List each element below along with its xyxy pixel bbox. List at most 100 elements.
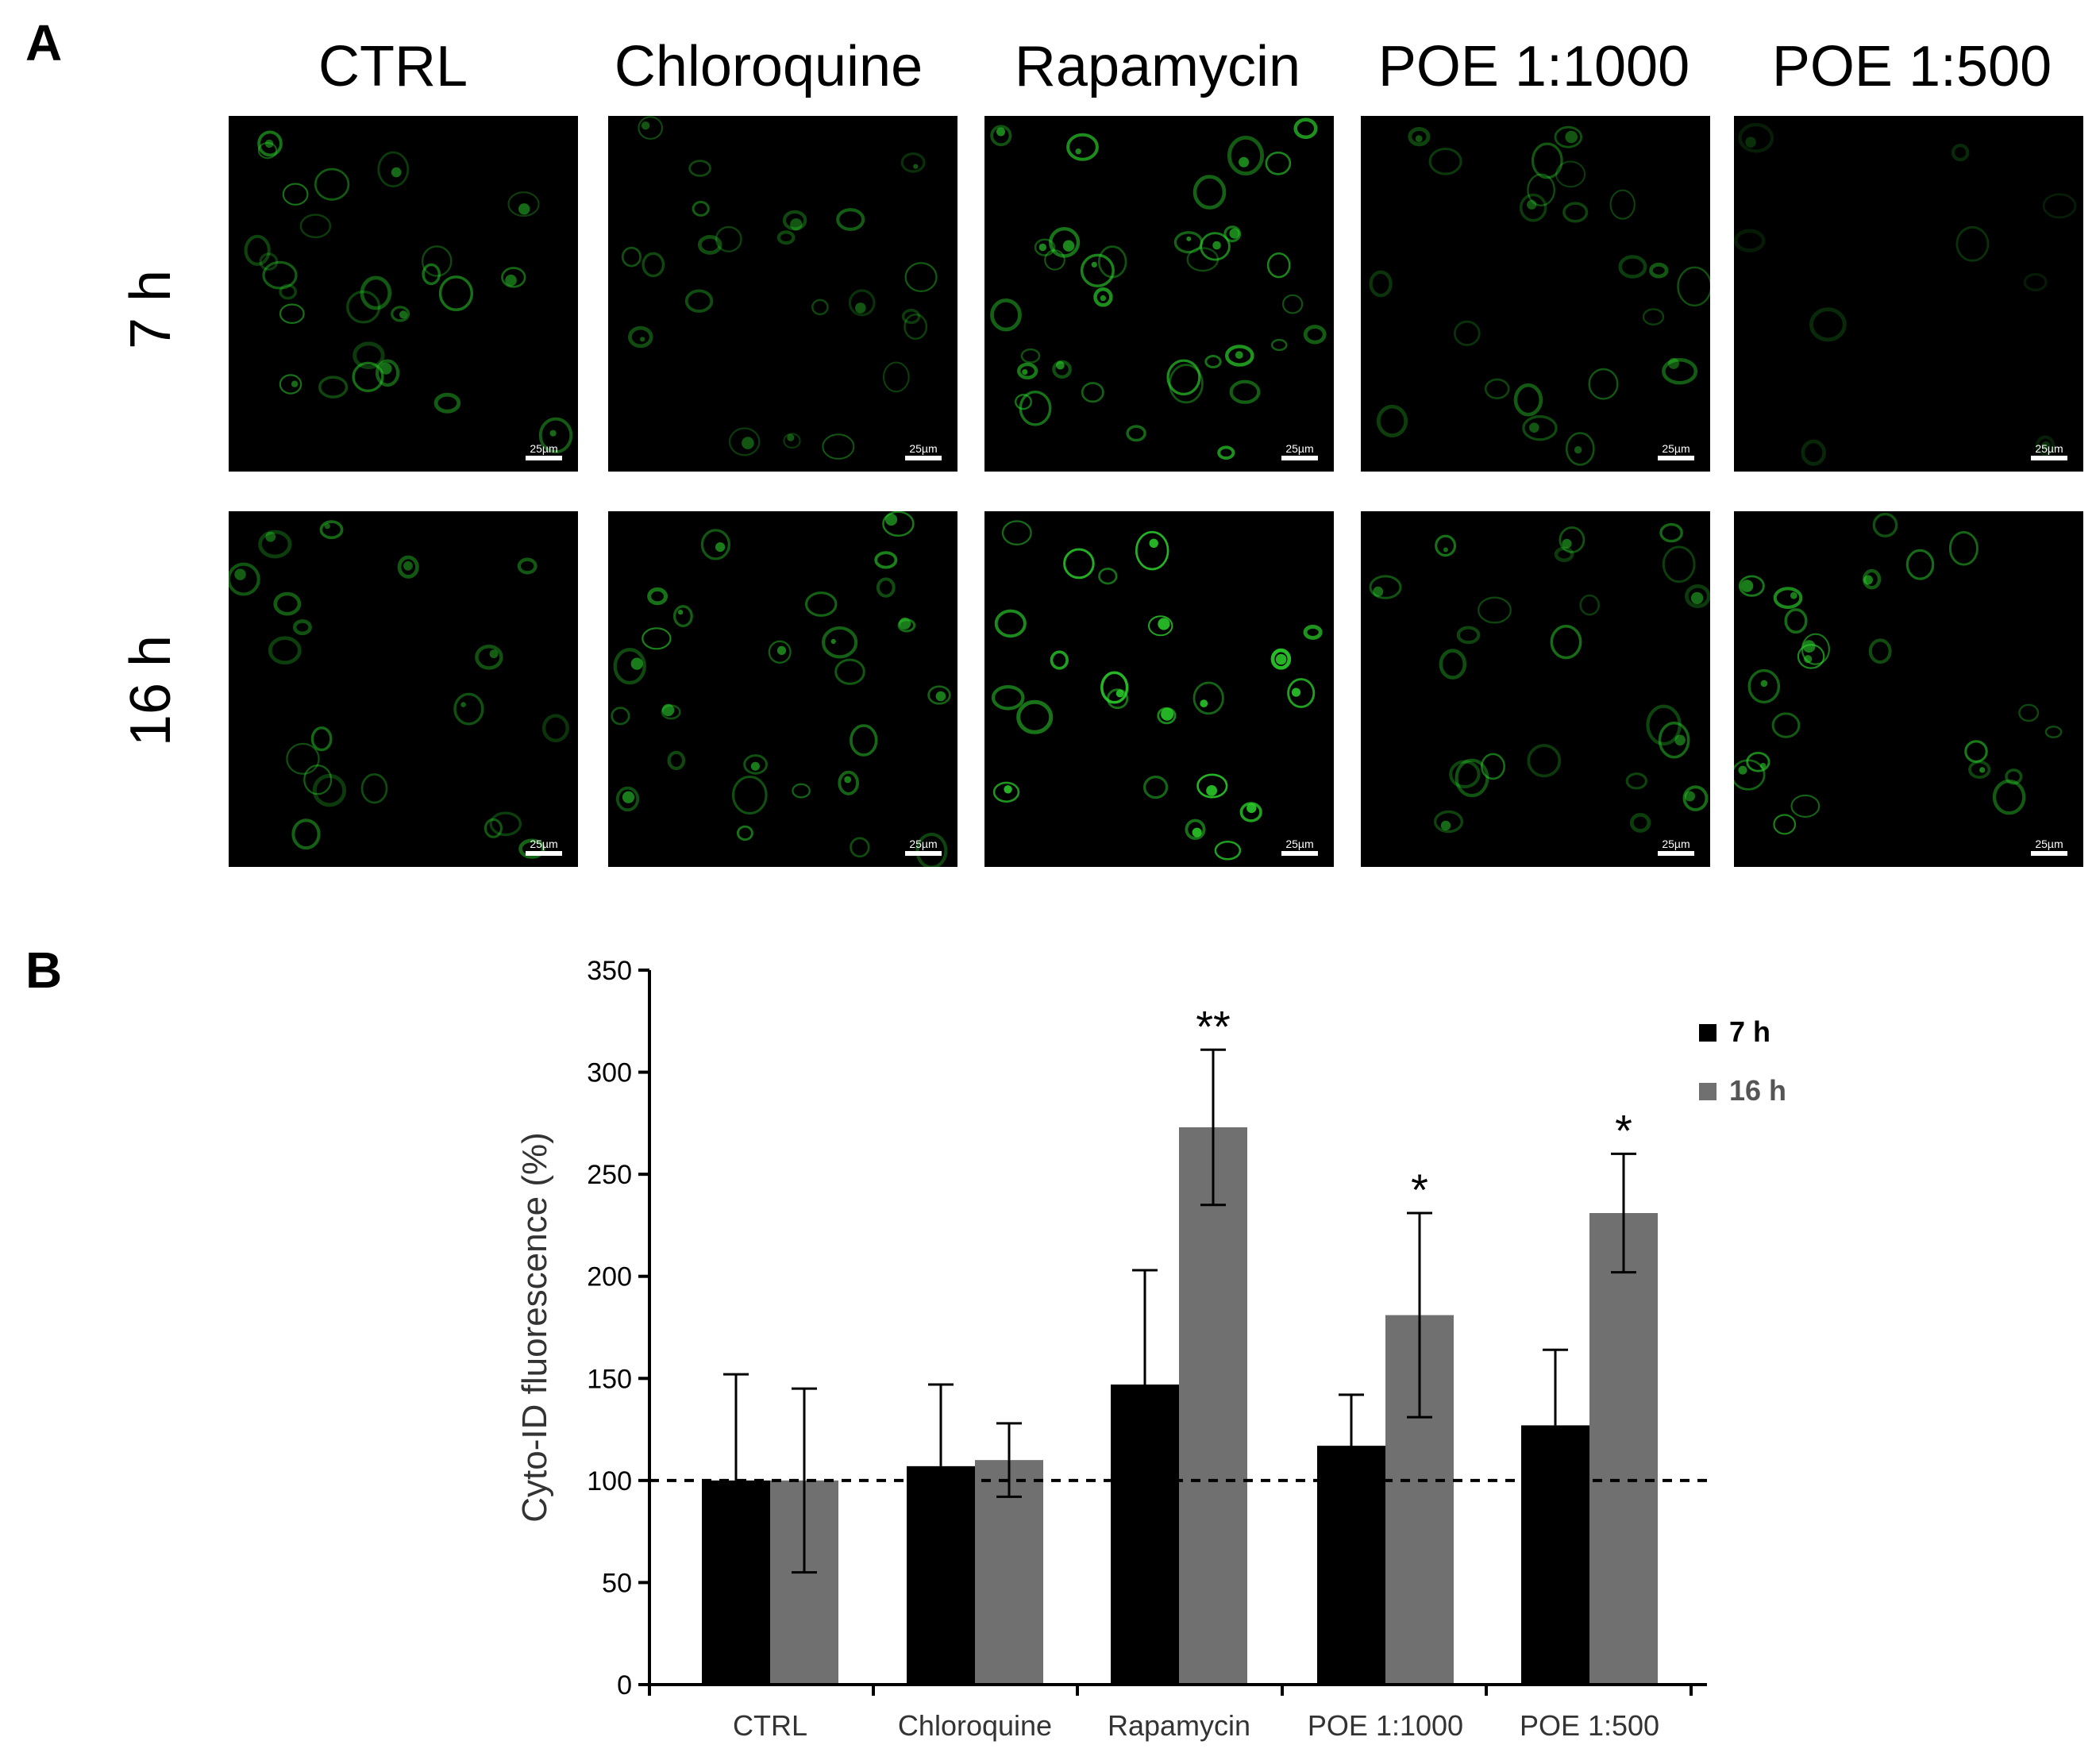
cell: [915, 832, 948, 867]
cell: [1527, 744, 1562, 778]
puncta: [1668, 357, 1679, 369]
puncta: [1038, 243, 1046, 252]
puncta: [715, 542, 726, 553]
cell: [2023, 272, 2048, 291]
cell: [501, 267, 526, 288]
micrograph-image: 25µm: [229, 511, 578, 867]
puncta: [661, 703, 675, 717]
cell: [1682, 785, 1709, 811]
puncta: [1802, 640, 1816, 653]
cell: [1662, 357, 1698, 385]
puncta: [265, 531, 276, 542]
cell: [1428, 147, 1462, 175]
cell: [1192, 681, 1224, 715]
scale-bar: 25µm: [526, 443, 562, 460]
cell: [1200, 232, 1231, 261]
cell: [850, 724, 878, 757]
cell: [822, 626, 858, 659]
cell: [1217, 445, 1235, 460]
puncta: [1149, 538, 1158, 548]
puncta: [855, 302, 866, 314]
scale-bar: 25µm: [526, 838, 562, 856]
cell: [627, 325, 653, 349]
scale-bar-line: [2031, 456, 2067, 460]
cell: [377, 151, 410, 188]
micrograph-image: 25µm: [984, 116, 1334, 472]
puncta: [1115, 689, 1124, 698]
cell: [279, 303, 305, 324]
scale-bar-line: [1658, 456, 1694, 460]
legend-label: 16 h: [1729, 1074, 1786, 1107]
micrograph-image: 25µm: [1734, 116, 2083, 472]
cell: [2042, 193, 2077, 219]
cell: [258, 530, 292, 559]
cell: [518, 838, 545, 859]
x-tick-label: Chloroquine: [898, 1709, 1052, 1742]
cell: [836, 208, 865, 231]
bar-16h: [1179, 1127, 1247, 1685]
cell: [1098, 568, 1118, 585]
micrograph-image: 25µm: [984, 511, 1334, 867]
puncta: [1291, 687, 1301, 697]
cell: [299, 214, 332, 239]
cell: [1872, 512, 1898, 537]
cell: [279, 283, 298, 300]
cell: [244, 234, 271, 266]
cell: [484, 818, 503, 838]
cell: [1148, 615, 1173, 637]
cell: [1270, 648, 1292, 670]
cell: [1484, 378, 1510, 399]
cell: [1050, 650, 1069, 670]
puncta: [1100, 295, 1107, 302]
cell: [517, 557, 537, 575]
cell: [268, 636, 302, 665]
cell: [684, 289, 714, 313]
puncta: [1075, 148, 1081, 155]
cell: [1135, 530, 1169, 571]
puncta: [1529, 422, 1539, 433]
puncta: [742, 437, 754, 449]
puncta: [1158, 618, 1170, 630]
cell: [1771, 712, 1801, 738]
cell: [453, 692, 484, 726]
puncta: [1415, 135, 1423, 143]
cell: [811, 298, 829, 316]
cell: [1746, 751, 1770, 772]
cell: [728, 427, 761, 456]
cell: [1609, 189, 1636, 220]
cell: [2044, 726, 2063, 738]
cell: [1282, 294, 1304, 314]
cell: [541, 714, 569, 743]
cell: [715, 225, 742, 252]
cell: [1629, 812, 1651, 833]
cell: [257, 130, 283, 157]
cell: [352, 361, 384, 392]
puncta: [630, 657, 643, 670]
cell: [421, 245, 453, 277]
puncta: [750, 761, 760, 771]
cell: [1016, 362, 1038, 379]
cell: [1519, 193, 1547, 222]
cell: [692, 201, 710, 217]
column-title: Rapamycin: [1014, 35, 1301, 98]
cell: [1080, 253, 1115, 287]
puncta: [1674, 734, 1686, 746]
cell: [1369, 270, 1393, 298]
puncta: [1565, 130, 1578, 144]
puncta: [1440, 820, 1451, 831]
puncta: [913, 164, 919, 169]
cell: [2018, 703, 2040, 722]
cell: [1685, 584, 1710, 609]
cell: [375, 359, 400, 387]
scale-bar: 25µm: [1658, 838, 1694, 856]
cell: [876, 577, 896, 598]
cell: [1948, 530, 1978, 566]
cell: [360, 773, 388, 804]
cell: [1738, 122, 1774, 153]
scale-bar-line: [905, 851, 942, 856]
cell: [731, 775, 768, 815]
cell: [259, 252, 279, 271]
puncta: [844, 776, 852, 784]
scale-bar-label: 25µm: [530, 838, 558, 850]
cell: [433, 392, 461, 414]
